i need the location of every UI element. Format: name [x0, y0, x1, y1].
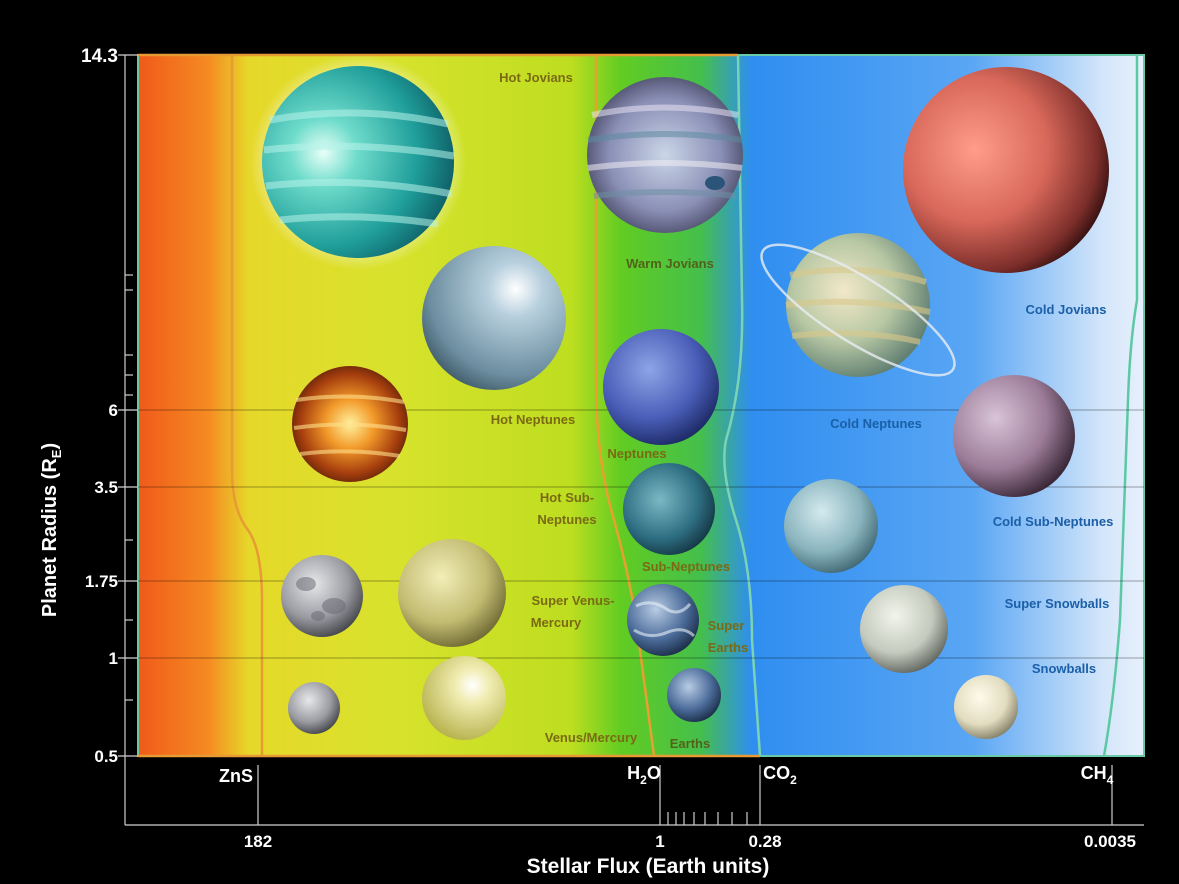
x-axis: [125, 765, 1144, 826]
planet-earth: [667, 668, 721, 722]
boundary-warm: [594, 55, 656, 757]
x-axis-title: Stellar Flux (Earth units): [527, 855, 770, 878]
label-hot-sub-neptunes-2: Neptunes: [537, 512, 596, 527]
planet-super-snowball: [860, 585, 948, 673]
boundary-hot: [230, 55, 264, 756]
x-tick-0.0035: 0.0035: [1084, 832, 1136, 851]
planet-mercury: [288, 682, 340, 734]
planet-ringed-cold-giant: [760, 233, 956, 377]
label-warm-jovians: Warm Jovians: [626, 256, 714, 271]
planet-warm-jovian: [587, 77, 743, 233]
label-neptunes: Neptunes: [607, 446, 666, 461]
label-venus-mercury: Venus/Mercury: [545, 730, 638, 745]
x-tick-182: 182: [244, 832, 272, 851]
label-super-earths-1: Super: [708, 618, 745, 633]
condensate-co2: CO2: [763, 763, 797, 787]
y-tick-0.5: 0.5: [94, 747, 118, 766]
planet-venus: [422, 656, 506, 740]
x-tick-1: 1: [655, 832, 664, 851]
label-super-venus-1: Super Venus-: [531, 593, 614, 608]
boundary-temperate: [723, 54, 762, 757]
label-sub-neptunes: Sub-Neptunes: [642, 559, 730, 574]
label-cold-neptunes: Cold Neptunes: [830, 416, 922, 431]
y-tick-1.75: 1.75: [85, 572, 118, 591]
label-super-earths-2: Earths: [708, 640, 748, 655]
label-cold-sub-neptunes: Cold Sub-Neptunes: [993, 514, 1114, 529]
planet-sub-neptune: [623, 463, 715, 555]
planet-cold-neptune: [953, 375, 1075, 497]
label-cold-jovians: Cold Jovians: [1026, 302, 1107, 317]
label-super-snowballs: Super Snowballs: [1005, 596, 1110, 611]
label-hot-neptunes: Hot Neptunes: [491, 412, 576, 427]
y-tick-14.3: 14.3: [81, 46, 118, 67]
planet-snowball: [954, 675, 1018, 739]
y-tick-6: 6: [109, 401, 118, 420]
planet-neptune: [603, 329, 719, 445]
y-tick-1: 1: [109, 649, 118, 668]
planet-cold-sub-neptune: [784, 479, 878, 573]
condensate-ch4: CH4: [1081, 763, 1114, 787]
y-tick-3.5: 3.5: [94, 478, 118, 497]
planet-hot-neptune: [292, 366, 408, 482]
label-snowballs: Snowballs: [1032, 661, 1096, 676]
planet-cold-jovian: [903, 67, 1109, 273]
label-hot-sub-neptunes-1: Hot Sub-: [540, 490, 594, 505]
label-hot-jovians: Hot Jovians: [499, 70, 573, 85]
planet-hot-jovian: [250, 54, 466, 270]
planet-super-mercury: [281, 555, 363, 637]
y-axis: [118, 54, 138, 825]
label-super-venus-2: Mercury: [531, 615, 582, 630]
condensate-zns: ZnS: [219, 766, 253, 786]
planet-super-venus: [398, 539, 506, 647]
planet-silver-sphere: [422, 246, 566, 390]
x-tick-0.28: 0.28: [748, 832, 781, 851]
label-earths: Earths: [670, 736, 710, 751]
y-axis-title: Planet Radius (RE): [39, 443, 64, 617]
planet-super-earth: [627, 584, 699, 656]
boundary-cold: [1102, 55, 1139, 757]
condensate-h2o: H2O: [627, 763, 661, 787]
